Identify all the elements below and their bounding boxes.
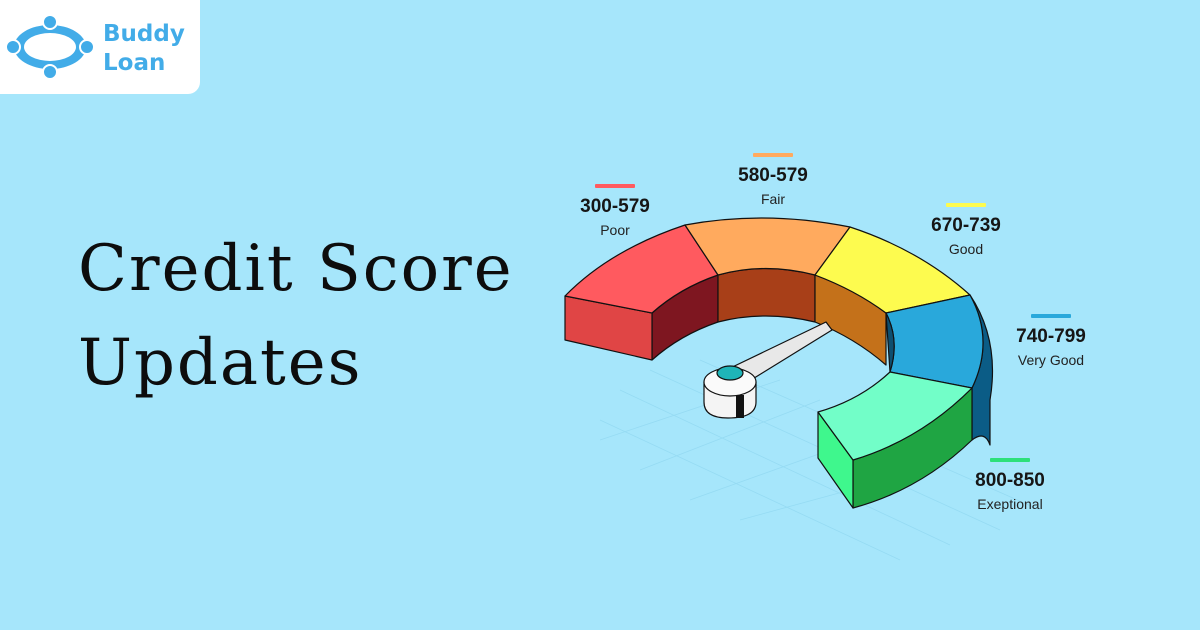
gauge-segment-poor <box>564 224 719 361</box>
legend-range: 670-739 <box>931 215 1001 236</box>
page-title: Credit Score Updates <box>78 222 514 410</box>
legend-good: 670-739 Good <box>896 203 1036 257</box>
legend-range: 300-579 <box>580 196 650 217</box>
legend-label: Good <box>948 241 984 257</box>
legend-color-bar <box>990 458 1030 462</box>
legend-label: Exeptional <box>977 496 1043 512</box>
legend-label: Fair <box>760 191 786 207</box>
gauge-needle <box>703 321 833 419</box>
legend-exceptional: 800-850 Exeptional <box>940 458 1080 512</box>
legend-poor: 300-579 Poor <box>545 184 685 238</box>
brand-name: Buddy Loan <box>103 20 185 78</box>
brand-name-line1: Buddy <box>103 21 185 47</box>
title-line1: Credit Score <box>78 232 514 306</box>
legend-color-bar <box>595 184 635 188</box>
legend-very-good: 740-799 Very Good <box>981 314 1121 368</box>
legend-range: 800-850 <box>975 470 1045 491</box>
gauge-segment-exceptional <box>817 371 973 509</box>
legend-color-bar <box>753 153 793 157</box>
title-line2: Updates <box>78 326 363 400</box>
gauge-segment-very-good <box>885 294 994 446</box>
legend-range: 580-579 <box>738 165 808 186</box>
legend-color-bar <box>1031 314 1071 318</box>
gauge-segment-good <box>814 226 971 366</box>
buddy-loan-logo-icon <box>5 14 95 80</box>
legend-range: 740-799 <box>1016 326 1086 347</box>
legend-color-bar <box>946 203 986 207</box>
brand-name-line2: Loan <box>103 50 166 76</box>
legend-fair: 580-579 Fair <box>703 153 843 207</box>
legend-label: Poor <box>600 222 630 238</box>
legend-label: Very Good <box>1017 352 1085 368</box>
brand-logo-card: Buddy Loan <box>0 0 200 94</box>
